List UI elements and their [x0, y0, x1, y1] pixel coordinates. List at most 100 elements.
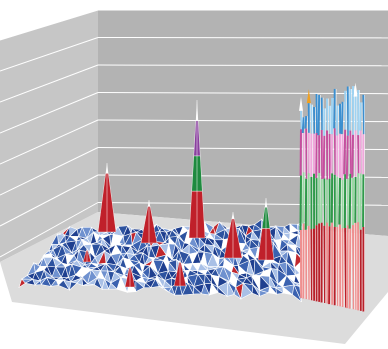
- ridge-stripe: [345, 225, 349, 309]
- mesh-facet: [259, 290, 270, 297]
- mesh-facet: [69, 281, 78, 291]
- ridge-spike: [299, 96, 303, 111]
- grid-line: [97, 92, 388, 95]
- ridge-stripe: [300, 110, 303, 130]
- ridge-stripe: [326, 179, 329, 223]
- ridge-stripe: [359, 130, 362, 174]
- ridge-stripe: [336, 226, 339, 306]
- ridge-stripe: [310, 104, 314, 134]
- surface-ridge: [299, 82, 366, 312]
- mesh-facet: [282, 286, 294, 296]
- ridge-stripe: [344, 90, 348, 130]
- surface-peaks: [82, 100, 275, 288]
- mesh-facet: [40, 276, 52, 287]
- mesh-facet: [108, 282, 118, 290]
- ridge-stripe: [313, 107, 316, 134]
- mesh-facet: [292, 283, 302, 303]
- ridge-stripe: [322, 135, 326, 179]
- ridge-stripe: [343, 129, 347, 175]
- ridge-stripe: [307, 132, 311, 174]
- mesh-facet: [116, 276, 128, 293]
- mesh-facet: [275, 287, 285, 295]
- ridge-stripe: [326, 130, 329, 180]
- grid-line: [0, 202, 99, 258]
- ridge-stripe: [352, 224, 355, 310]
- ridge-stripe: [341, 134, 344, 180]
- ridge-stripe: [354, 222, 358, 310]
- ridge-stripe: [335, 176, 339, 227]
- ridge-stripe: [317, 94, 321, 136]
- grid-line: [0, 92, 99, 134]
- ridge-stripe: [349, 130, 353, 174]
- ridge-stripe: [362, 94, 366, 135]
- grid-line: [0, 174, 99, 227]
- ridge-stripe: [320, 97, 324, 131]
- mesh-facet: [217, 286, 228, 297]
- ridge-stripe: [301, 172, 305, 224]
- ridge-stripe: [338, 177, 341, 225]
- mesh-facet: [76, 277, 84, 286]
- mesh-facet: [226, 280, 235, 297]
- ridge-stripe: [348, 173, 352, 229]
- ridge-stripe: [307, 225, 311, 300]
- mesh-facet: [200, 282, 210, 296]
- ridge-spike: [353, 82, 358, 97]
- mesh-facet: [135, 280, 145, 293]
- ridge-stripe: [307, 173, 310, 226]
- mesh-facet: [143, 282, 152, 288]
- ridge-stripe: [345, 135, 349, 179]
- ridge-stripe: [354, 130, 358, 177]
- mesh-facet: [18, 278, 26, 289]
- grid-line: [0, 9, 99, 41]
- ridge-stripe: [328, 105, 332, 135]
- mesh-facet: [193, 285, 203, 295]
- ridge-spike: [306, 89, 311, 104]
- ridge-stripe: [304, 116, 308, 129]
- ridge-stripe: [333, 128, 337, 175]
- grid-line: [0, 147, 99, 196]
- mesh-facet: [50, 279, 59, 287]
- ridge-stripe: [348, 88, 352, 131]
- ridge-stripe: [315, 93, 319, 134]
- grid-line: [97, 64, 388, 67]
- ridge-stripe: [348, 228, 352, 309]
- ridge-stripe: [333, 88, 336, 129]
- grid-line: [0, 64, 99, 103]
- mesh-facet: [82, 283, 95, 286]
- ridge-stripe: [320, 178, 323, 223]
- ridge-stripe: [323, 178, 327, 226]
- ridge-stripe: [310, 229, 313, 301]
- mesh-facet: [268, 285, 278, 295]
- grid-line: [0, 37, 99, 72]
- mesh-facet: [168, 286, 176, 296]
- ridge-stripe: [340, 101, 344, 135]
- ridge-stripe: [330, 134, 334, 174]
- left-wall: [0, 10, 98, 262]
- ridge-stripe: [302, 132, 306, 173]
- mesh-facet: [174, 280, 183, 296]
- mesh-facet: [209, 282, 219, 296]
- mesh-facet: [57, 279, 71, 291]
- mesh-facet: [150, 278, 160, 289]
- ridge-stripe: [359, 173, 362, 230]
- ridge-stripe: [299, 175, 302, 230]
- mesh-facet: [101, 278, 110, 290]
- mesh-facet: [94, 276, 103, 290]
- mesh-facet: [181, 282, 194, 296]
- mesh-facet: [24, 278, 36, 286]
- ridge-stripe: [357, 135, 361, 174]
- mesh-facet: [159, 286, 170, 293]
- ridge-stripe: [357, 173, 360, 223]
- ridge-stripe: [344, 228, 348, 308]
- ridge-stripe: [301, 117, 305, 134]
- ridge-stripe: [326, 98, 329, 131]
- ridge-stripe: [346, 86, 350, 136]
- ridge-stripe: [335, 105, 339, 136]
- ridge-stripe: [305, 128, 308, 179]
- mesh-facet: [240, 282, 253, 300]
- ridge-stripe: [351, 134, 354, 178]
- mesh-facet: [34, 280, 42, 286]
- grid-line: [0, 119, 99, 165]
- ridge-stripe: [323, 225, 327, 304]
